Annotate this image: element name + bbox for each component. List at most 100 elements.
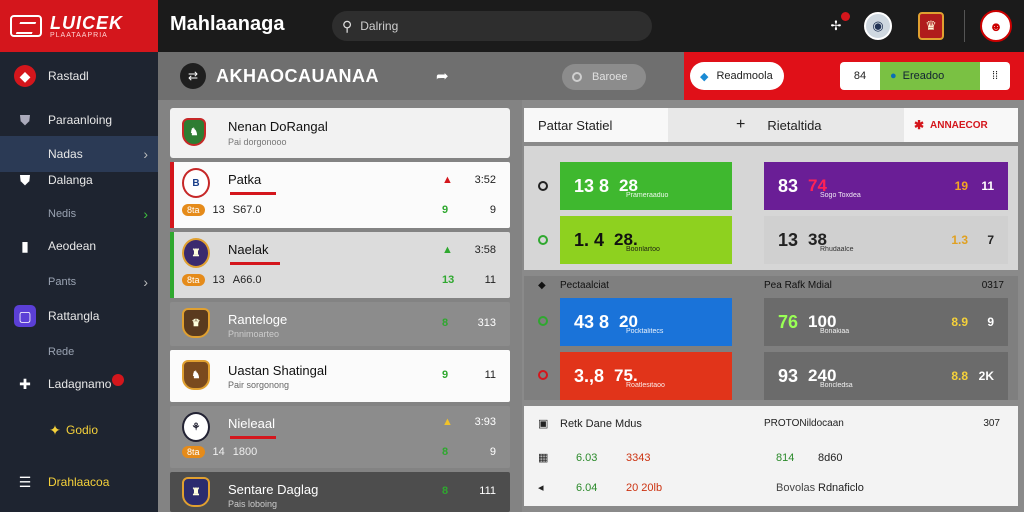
- list-item[interactable]: ♜ Sentare Daglag Pais loboing 8 111: [170, 472, 510, 512]
- row-mid-value: 8: [442, 446, 449, 458]
- share-icon[interactable]: ➦: [436, 68, 449, 85]
- team-crest-icon: ♜: [182, 477, 210, 507]
- sidebar-item-label: Aeodean: [48, 239, 97, 253]
- row-stat-b: A66.0: [232, 274, 262, 286]
- tile-big: 13 8: [574, 175, 610, 196]
- row-name: Patka: [228, 172, 262, 187]
- group-count: 84: [853, 70, 867, 82]
- club-badge-icon[interactable]: ◉: [864, 12, 892, 40]
- chevron-right-icon: ›: [143, 146, 148, 162]
- row-time: 3:93: [474, 416, 496, 428]
- tab-label: Rietaltida: [767, 117, 822, 133]
- green-action-button[interactable]: ● Ereadoo: [880, 62, 980, 90]
- radio-button[interactable]: [538, 181, 548, 191]
- profile-icon[interactable]: ☻: [980, 10, 1012, 42]
- score-tile[interactable]: 43 8 20 Pocktalitecs: [560, 298, 732, 346]
- score-tile[interactable]: 93 240 Boncledsa 8.8 2K: [764, 352, 1008, 400]
- trend-up-icon: ▲: [442, 416, 453, 428]
- card-title: Retk Dane Mdus: [560, 418, 642, 430]
- row-value: 9: [489, 446, 496, 458]
- team-name: Nenan DoRangal: [228, 119, 328, 134]
- score-tile[interactable]: 76 100 Bonakiaa 8.9 9: [764, 298, 1008, 346]
- diamond-icon: ◆: [700, 70, 709, 83]
- team-crest-icon[interactable]: ♛: [918, 12, 944, 40]
- list-item[interactable]: ♞ Uastan Shatingal Pair sorgonong 9 11: [170, 350, 510, 402]
- divider: [964, 10, 965, 42]
- table-row[interactable]: ◂ 6.04 20 20lb Bovolas Rdnaficlo: [524, 472, 1018, 502]
- progress-bar: [230, 262, 280, 265]
- tile-value-2: 11: [981, 179, 994, 193]
- filter-pill[interactable]: Baroee: [562, 64, 646, 90]
- sidebar-item-drahlaacoa[interactable]: ☰ Drahlaacoa: [0, 464, 158, 500]
- sidebar-item-label: Paraanloing: [48, 113, 113, 127]
- tab-player-stats[interactable]: Pattar Statiel: [524, 108, 668, 142]
- table-row[interactable]: ▦ 6.03 3343 814 8d60: [524, 442, 1018, 472]
- book-icon: ▮: [21, 237, 29, 254]
- row-time: 3:58: [474, 244, 496, 256]
- score-tile[interactable]: 1. 4 28. Boonlartoo: [560, 216, 732, 264]
- sidebar-item-dalanga[interactable]: ⛊ Dalanga: [0, 162, 158, 198]
- sidebar-item-rede[interactable]: Rede: [0, 334, 158, 370]
- sidebar-item-label: Nedis: [48, 208, 77, 220]
- row-subtitle: Pair sorgonong: [228, 380, 290, 390]
- brand-mark-icon: [10, 15, 42, 37]
- row-value: 9: [489, 204, 496, 216]
- top-bar: Mahlaanaga ⚲ ✢ ◉ ♛ ☻: [158, 0, 1024, 52]
- tile-sub: Prameraaduo: [626, 192, 669, 199]
- page-title: AKHAOCAUANAA: [216, 66, 379, 86]
- brand-logo[interactable]: LUICEK PLAATAAPRIA: [0, 0, 158, 52]
- tile-sub: Roatlesitaoo: [626, 382, 665, 389]
- sidebar-item-pants[interactable]: Pants ›: [0, 264, 158, 300]
- score-tile[interactable]: 3.,8 75. Roatlesitaoo: [560, 352, 732, 400]
- row-stat-a: 13: [212, 204, 225, 216]
- sidebar-item-rastadl[interactable]: ◆ Rastadl: [0, 58, 158, 94]
- sidebar-item-label: Rastadl: [48, 69, 89, 83]
- row-mid-value: 8: [442, 485, 449, 497]
- tab-rietaltida[interactable]: + Rietaltida: [730, 108, 890, 142]
- sidebar-item-nedis[interactable]: Nedis ›: [0, 196, 158, 232]
- chevron-right-icon: ›: [143, 274, 148, 290]
- sidebar-item-rattangla[interactable]: ▢ Rattangla: [0, 298, 158, 334]
- share-icon[interactable]: ✢: [822, 12, 850, 40]
- tab-annaecor[interactable]: ✱ ANNAECOR: [904, 108, 1018, 142]
- score-tile[interactable]: 83 74 Sogo Toxdea 19 11: [764, 162, 1008, 210]
- tile-value: 8.9: [951, 315, 968, 329]
- team-crest-icon: ♜: [182, 238, 210, 268]
- list-item[interactable]: ♜ Naelak 8ta 13 A66.0 ▲ 13 3:58 11: [170, 232, 510, 298]
- grid-icon[interactable]: ⁞⁞: [991, 70, 999, 82]
- sidebar-item-aeodean[interactable]: ▮ Aeodean: [0, 228, 158, 264]
- sidebar-item-nadas[interactable]: Nadas ›: [0, 136, 158, 172]
- card-header: ▣ Retk Dane Mdus PROTONildocaan 307: [524, 408, 1018, 438]
- sidebar-item-godio[interactable]: ✦ Godio: [0, 412, 158, 448]
- list-item[interactable]: ♛ Ranteloge Pnnimoarteo 8 313: [170, 302, 510, 346]
- team-header[interactable]: ♞ Nenan DoRangal Pai dorgonooo: [170, 108, 510, 158]
- tile-small: 28: [619, 176, 638, 195]
- search-bar[interactable]: ⚲: [332, 11, 652, 41]
- row-stat-b: S67.0: [232, 204, 262, 216]
- radio-button[interactable]: [538, 370, 548, 380]
- sidebar-item-ladagnamo[interactable]: ✚ Ladagnamo: [0, 366, 158, 402]
- cell: 8d60: [818, 452, 843, 464]
- radio-button[interactable]: [538, 316, 548, 326]
- row-mid-value: 9: [442, 204, 449, 216]
- box-icon: ▣: [538, 418, 549, 430]
- read-more-button[interactable]: ◆ Readmoola: [690, 62, 784, 90]
- row-name: Naelak: [228, 242, 269, 257]
- progress-bar: [230, 436, 276, 439]
- tile-sub: Bonakiaa: [820, 328, 850, 335]
- swap-icon[interactable]: ⇄: [180, 63, 206, 89]
- row-value: 11: [484, 274, 496, 286]
- tile-big: 76: [778, 311, 799, 332]
- list-item[interactable]: B Patka 8ta 13 S67.0 ▲ 9 3:52 9: [170, 162, 510, 228]
- pin-icon: ✱: [914, 118, 925, 132]
- score-tile[interactable]: 13 38 Rhudaalce 1.3 7: [764, 216, 1008, 264]
- row-stats: 8ta 13 S67.0: [182, 204, 262, 216]
- sidebar-item-paraanloing[interactable]: ⛊ Paraanloing: [0, 102, 158, 138]
- search-input[interactable]: [360, 19, 621, 33]
- score-group-2: ◆ Pectaalciat Pea Rafk Mdial 0317 43 8 2…: [524, 276, 1018, 400]
- score-tile[interactable]: 13 8 28 Prameraaduo: [560, 162, 732, 210]
- row-stat-a: 14: [212, 446, 225, 458]
- trend-up-icon: ▲: [442, 174, 453, 186]
- list-item[interactable]: ⚘ Nieleaal 8ta 14 1800 ▲ 8 3:93 9: [170, 406, 510, 468]
- radio-button[interactable]: [538, 235, 548, 245]
